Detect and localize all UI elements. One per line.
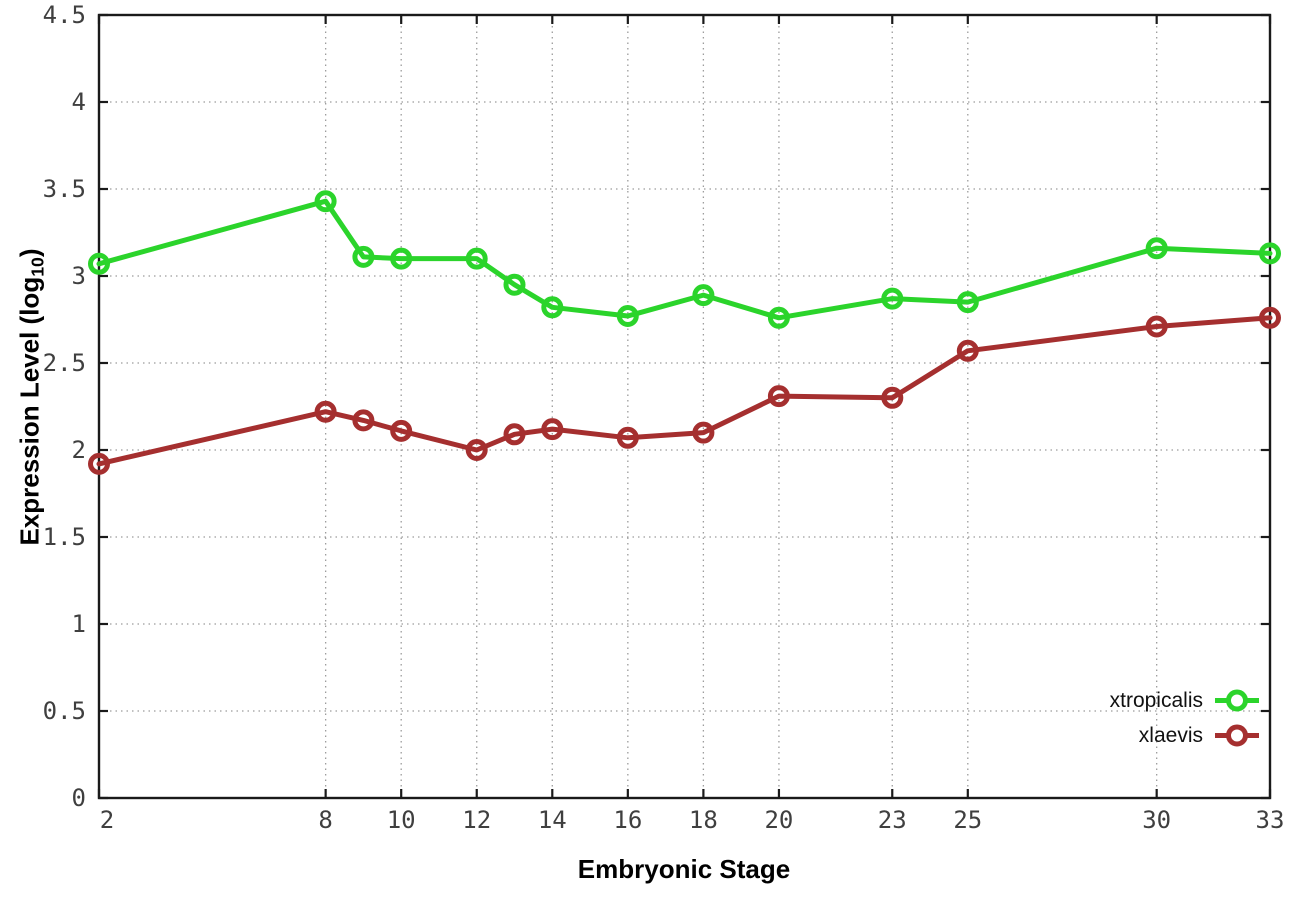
data-point-xlaevis bbox=[1145, 315, 1168, 338]
legend-sample-line-circle-icon bbox=[1215, 689, 1259, 712]
data-point-xtropicalis bbox=[1259, 242, 1281, 265]
data-point-xlaevis bbox=[767, 385, 790, 408]
data-point-xlaevis bbox=[465, 439, 488, 461]
y-tick-label: 2.5 bbox=[43, 349, 86, 377]
x-axis-title: Embryonic Stage bbox=[577, 854, 791, 884]
series-line-xtropicalis bbox=[96, 198, 1273, 321]
legend: xtropicalis xlaevis bbox=[1110, 686, 1262, 750]
data-point-xtropicalis bbox=[465, 247, 488, 270]
data-point-xtropicalis bbox=[352, 245, 375, 268]
x-tick-label: 18 bbox=[689, 806, 718, 834]
y-axis-title-subscript: 10 bbox=[27, 257, 48, 277]
x-tick-label: 14 bbox=[538, 806, 567, 834]
x-tick-label: 30 bbox=[1142, 806, 1171, 834]
y-tick-label: 3.5 bbox=[43, 175, 86, 203]
y-tick-label: 2 bbox=[72, 436, 86, 464]
x-tick-label: 25 bbox=[953, 806, 982, 834]
data-point-xlaevis bbox=[692, 421, 715, 444]
data-point-xtropicalis bbox=[767, 306, 790, 329]
data-point-xlaevis bbox=[541, 418, 564, 441]
x-tick-label: 10 bbox=[387, 806, 416, 834]
x-tick-label: 12 bbox=[462, 806, 491, 834]
data-point-xtropicalis bbox=[956, 291, 979, 314]
data-point-xtropicalis bbox=[314, 190, 337, 213]
plot-border bbox=[97, 13, 1272, 800]
data-point-xtropicalis bbox=[881, 287, 904, 310]
y-tick-label: 1 bbox=[72, 610, 86, 638]
data-point-xlaevis bbox=[956, 339, 979, 362]
data-point-xtropicalis bbox=[541, 296, 564, 319]
y-tick-label: 0 bbox=[72, 784, 86, 812]
series-line-xlaevis bbox=[96, 315, 1273, 467]
x-tick-label: 8 bbox=[318, 806, 332, 834]
data-point-xlaevis bbox=[1259, 306, 1281, 329]
x-tick-label: 33 bbox=[1256, 806, 1285, 834]
x-tick-label: 2 bbox=[100, 806, 114, 834]
data-point-xtropicalis bbox=[1145, 237, 1168, 260]
legend-label-xtropicalis: xtropicalis bbox=[1109, 689, 1203, 712]
legend-label-xlaevis: xlaevis bbox=[1138, 724, 1203, 747]
data-point-xlaevis bbox=[88, 452, 110, 475]
y-axis-title: Expression Level (log10) bbox=[14, 248, 48, 546]
data-point-xtropicalis bbox=[616, 305, 639, 327]
x-tick-label: 23 bbox=[878, 806, 907, 834]
data-point-xlaevis bbox=[503, 423, 526, 446]
data-point-xtropicalis bbox=[692, 284, 715, 307]
y-tick-label: 4.5 bbox=[43, 1, 86, 29]
y-axis-title-text: Expression Level (log bbox=[14, 276, 45, 546]
data-point-xtropicalis bbox=[88, 252, 110, 275]
data-point-xlaevis bbox=[616, 426, 639, 449]
legend-sample-line-circle-icon bbox=[1215, 724, 1259, 747]
x-tick-label: 20 bbox=[764, 806, 793, 834]
y-tick-label: 3 bbox=[72, 262, 86, 290]
y-tick-label: 0.5 bbox=[43, 697, 86, 725]
y-tick-label: 4 bbox=[72, 88, 86, 116]
data-point-xtropicalis bbox=[390, 247, 413, 270]
data-point-xlaevis bbox=[352, 409, 375, 432]
y-tick-label: 1.5 bbox=[43, 523, 86, 551]
legend-entry-xlaevis: xlaevis bbox=[1139, 721, 1262, 750]
data-point-xlaevis bbox=[390, 419, 413, 442]
data-point-xlaevis bbox=[881, 386, 904, 409]
data-point-xtropicalis bbox=[503, 273, 526, 296]
y-axis-title-close: ) bbox=[14, 248, 45, 258]
legend-entry-xtropicalis: xtropicalis bbox=[1110, 686, 1262, 715]
data-point-xlaevis bbox=[314, 400, 337, 423]
x-tick-label: 16 bbox=[613, 806, 642, 834]
